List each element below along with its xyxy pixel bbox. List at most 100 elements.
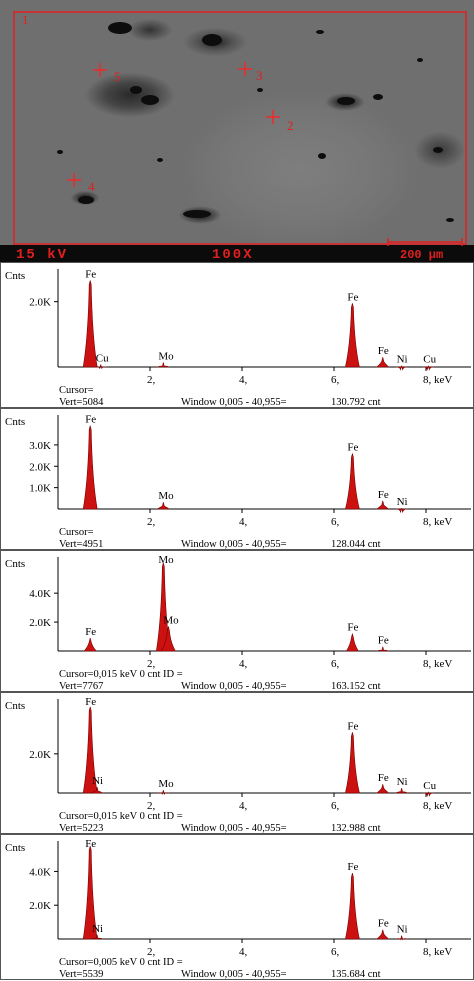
peak-label: Cu [96,352,109,364]
scale-bar-label: 200 µm [400,248,443,262]
window-readout: Window 0,005 - 40,955= [181,681,287,692]
peak-fe [375,929,390,940]
y-tick-label: 2.0K [29,900,51,912]
point-label-3: 3 [256,68,263,83]
peak-label: Mo [158,350,174,362]
scale-bar: 200 µm [387,238,463,262]
spectrum-plot-3: Cnts 4.0K 2.0K 2, 4, 6, 8, keV Fe Mo Mo Fe Fe Cursor… [5,554,471,692]
point-label-5: 5 [114,69,121,84]
peak-fe [82,425,98,510]
peak-fe [83,637,97,652]
cursor-readout: Cursor= [59,385,94,396]
peak-label: Fe [85,414,96,426]
analysis-region-frame [13,11,467,245]
x-tick-label: 2, [147,800,156,812]
peak-label: Cu [423,354,436,366]
peak-label: Ni [397,496,408,508]
x-tick-label: 6, [331,658,340,670]
peak-ni [90,934,104,940]
y-axis-label: Cnts [5,700,25,712]
peak-label: Ni [397,354,408,366]
spectrum-plot-5: Cnts 4.0K 2.0K 2, 4, 6, 8, keV Fe Ni Fe Fe Ni Cursor… [5,838,471,980]
peak-fe [376,646,389,652]
peak-label: Fe [378,635,389,647]
info-bar [0,245,474,262]
point-marker-3: 3 [238,62,263,83]
peak-label: Fe [378,489,389,501]
peak-label: Mo [158,554,174,566]
region-label: 1 [22,12,29,27]
peak-fe [375,500,390,510]
x-tick-label: 6, [331,516,340,528]
point-marker-2: 2 [266,110,294,133]
total-count-readout: 128.044 cnt [331,539,381,550]
peak-label: Fe [347,441,358,453]
peak-label: Fe [85,838,96,850]
y-axis-label: Cnts [5,416,25,428]
y-tick-label: 4.0K [29,588,51,600]
spectrum-plot-1: Cnts 2.0K 2, 4, 6, 8, keV Fe Cu Mo Fe Fe Ni Cu Cursor… [5,268,471,408]
sem-micrograph: 1 2 3 4 5 [0,0,474,262]
peak-label: Cu [423,780,436,792]
x-tick-label: 2, [147,516,156,528]
x-tick-label: 6, [331,800,340,812]
x-tick-label: 8, keV [423,374,452,386]
peak-label: Ni [397,776,408,788]
x-tick-label: 2, [147,946,156,958]
x-tick-label: 4, [239,658,248,670]
peak-label: Mo [163,614,179,626]
vert-readout: Vert=7767 [59,681,103,692]
peak-label: Fe [378,918,389,930]
spectrum-panel-3: Cnts 4.0K 2.0K 2, 4, 6, 8, keV Fe Mo Mo Fe Fe Cursor… [0,550,474,692]
x-tick-label: 8, keV [423,800,452,812]
peak-label: Fe [85,696,96,708]
peak-ni [395,788,408,794]
vert-readout: Vert=5223 [59,823,103,834]
peak-label: Fe [85,626,96,638]
total-count-readout: 163.152 cnt [331,681,381,692]
y-axis-label: Cnts [5,270,25,282]
peak-fe [345,453,360,510]
peak-label: Ni [397,924,408,936]
x-tick-label: 4, [239,374,248,386]
window-readout: Window 0,005 - 40,955= [181,539,287,550]
peak-fe [345,633,359,652]
peak-label: Fe [85,268,96,280]
x-tick-label: 8, keV [423,516,452,528]
spectrum-panel-4: Cnts 2.0K 2, 4, 6, 8, keV Fe Ni Mo Fe Fe Ni Cu Cursor… [0,692,474,834]
window-readout: Window 0,005 - 40,955= [181,823,287,834]
x-tick-label: 2, [147,374,156,386]
peak-ni [395,365,408,371]
peak-mo [160,626,176,652]
peak-label: Ni [92,923,103,935]
spectrum-panel-5: Cnts 4.0K 2.0K 2, 4, 6, 8, keV Fe Ni Fe Fe Ni Cursor… [0,834,474,980]
x-tick-label: 6, [331,374,340,386]
peak-fe [375,357,390,368]
peak-label: Mo [158,778,174,790]
spectrum-plot-4: Cnts 2.0K 2, 4, 6, 8, keV Fe Ni Mo Fe Fe Ni Cu Cursor… [5,696,471,834]
peak-mo [157,362,170,368]
peak-fe [82,706,98,794]
y-tick-label: 3.0K [29,440,51,452]
x-tick-label: 6, [331,946,340,958]
y-tick-label: 1.0K [29,483,51,495]
peak-fe [345,303,360,368]
peak-label: Fe [347,720,358,732]
cursor-readout: Cursor=0,005 keV 0 cnt ID = [59,957,183,968]
x-tick-label: 4, [239,946,248,958]
peak-ni [90,787,104,794]
total-count-readout: 135.684 cnt [331,969,381,980]
total-count-readout: 130.792 cnt [331,397,381,408]
point-marker-4: 4 [67,173,95,194]
spectrum-panel-1: Cnts 2.0K 2, 4, 6, 8, keV Fe Cu Mo Fe Fe Ni Cu Cursor… [0,262,474,408]
peak-label: Fe [378,345,389,357]
x-tick-label: 2, [147,658,156,670]
peak-label: Fe [347,291,358,303]
peak-ni [395,935,408,941]
y-tick-label: 4.0K [29,866,51,878]
cursor-readout: Cursor=0,015 keV 0 cnt ID = [59,811,183,822]
peak-fe [82,280,98,368]
voltage-label: 15 kV [16,247,68,262]
point-label-2: 2 [287,118,294,133]
peak-label: Fe [347,861,358,873]
